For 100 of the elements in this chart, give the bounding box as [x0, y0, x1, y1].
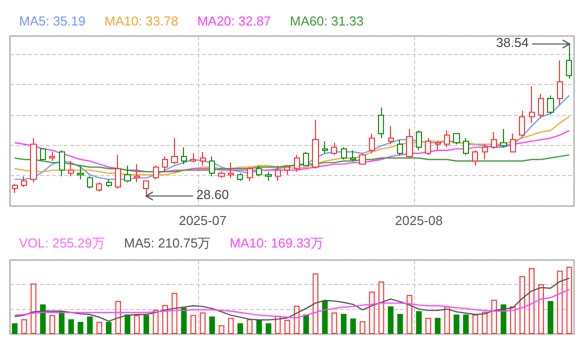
text: MA60: 31.33 [290, 14, 364, 28]
bar [378, 282, 384, 334]
bar [190, 315, 196, 334]
bar [350, 318, 356, 334]
bar [454, 314, 460, 334]
text: VOL: 255.29万 [19, 236, 105, 250]
candlestick [294, 154, 300, 172]
annotation: 28.60 [196, 187, 229, 204]
candlestick [96, 182, 102, 192]
bar [143, 315, 150, 334]
x-tick-label: 2025-07 [178, 213, 227, 228]
candlestick [472, 150, 478, 166]
candlestick [124, 165, 131, 183]
candlestick [359, 152, 366, 165]
candlestick [566, 43, 572, 80]
candlestick [331, 142, 337, 156]
candlestick [444, 130, 450, 148]
bar [124, 314, 130, 334]
bar [200, 312, 206, 334]
bar [172, 292, 178, 334]
candlestick [200, 151, 206, 166]
candlestick [228, 162, 234, 178]
candlestick [416, 130, 422, 151]
candlestick [378, 107, 384, 139]
candlestick [256, 165, 262, 177]
candlestick [181, 146, 187, 165]
bar [312, 273, 318, 334]
candlestick [218, 171, 225, 178]
bar [548, 301, 554, 334]
bar [369, 292, 375, 334]
bar [482, 312, 488, 334]
candlestick [21, 176, 27, 188]
bar [388, 306, 394, 334]
bar [21, 319, 27, 334]
bar [528, 268, 535, 334]
candlestick [115, 154, 121, 189]
bar [58, 311, 65, 334]
bar [49, 315, 56, 334]
candlestick [284, 166, 290, 176]
candlestick [350, 150, 356, 162]
bar [87, 316, 93, 334]
candlestick [162, 156, 168, 172]
candlestick [312, 119, 319, 170]
bar [106, 322, 112, 334]
bar [68, 319, 74, 334]
candlestick [275, 165, 281, 182]
bar [246, 319, 253, 334]
text: MA10: 33.78 [104, 14, 178, 28]
bar [256, 320, 262, 334]
x-tick-label: 2025-08 [395, 213, 443, 228]
candlestick [303, 151, 309, 166]
bar [360, 321, 366, 334]
bar [152, 310, 159, 334]
bar [322, 301, 328, 334]
candlestick [397, 139, 403, 156]
candlestick [547, 94, 554, 114]
candlestick [435, 140, 441, 151]
bar [237, 323, 244, 334]
candlestick [510, 133, 516, 152]
bar [12, 323, 18, 334]
bar [472, 314, 478, 334]
candlestick [134, 164, 140, 183]
candlestick [30, 138, 37, 183]
candlestick [190, 152, 196, 164]
candlestick [500, 128, 507, 148]
bar [538, 284, 544, 334]
candlestick [87, 176, 93, 189]
bar [416, 311, 422, 334]
bar [266, 323, 272, 334]
bar [162, 305, 168, 334]
bar [303, 314, 309, 334]
candlestick [388, 125, 394, 145]
text: MA5: 210.75万 [124, 236, 211, 250]
candlestick [237, 172, 243, 182]
bar [434, 318, 441, 334]
candlestick [49, 151, 55, 162]
bar [500, 304, 506, 334]
bar [284, 320, 290, 334]
bar [406, 294, 412, 334]
bar [115, 301, 121, 334]
bar [181, 308, 187, 334]
bar [566, 266, 572, 334]
candlestick [247, 166, 253, 182]
candlestick [265, 171, 272, 182]
candlestick [209, 156, 215, 177]
candlestick [425, 138, 431, 156]
candlestick [143, 180, 149, 197]
candlestick [40, 148, 46, 160]
bar [209, 316, 215, 334]
candlestick [519, 110, 525, 138]
candlestick [482, 144, 488, 160]
candlestick [59, 150, 65, 177]
bar [397, 314, 403, 334]
text: MA10: 169.33万 [230, 236, 324, 250]
candlestick [538, 93, 544, 119]
bar [425, 318, 432, 334]
bar [30, 284, 36, 334]
candlestick [453, 133, 460, 145]
candlestick [171, 138, 178, 165]
candlestick [68, 160, 74, 177]
